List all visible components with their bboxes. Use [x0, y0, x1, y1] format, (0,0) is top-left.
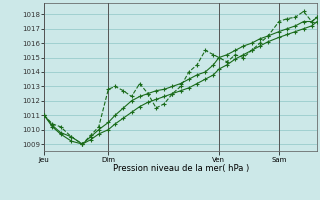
- X-axis label: Pression niveau de la mer( hPa ): Pression niveau de la mer( hPa ): [113, 164, 249, 173]
